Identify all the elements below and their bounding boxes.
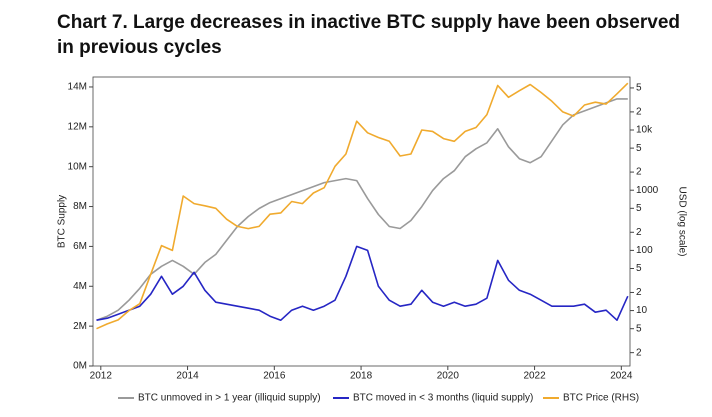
y-tick-label: 0M xyxy=(73,361,87,372)
x-tick-label: 2024 xyxy=(610,371,633,382)
y-tick-label: 12M xyxy=(68,121,87,132)
y2-tick-label: 100 xyxy=(636,245,653,256)
chart-title: Chart 7. Large decreases in inactive BTC… xyxy=(57,12,681,58)
y-tick-label: 14M xyxy=(68,82,87,93)
y2-tick-label: 1000 xyxy=(636,185,659,196)
x-tick-label: 2014 xyxy=(176,371,199,382)
y-tick-label: 10M xyxy=(68,161,87,172)
y2-tick-label: 2 xyxy=(636,167,642,178)
x-tick-label: 2012 xyxy=(90,371,113,382)
x-tick-label: 2016 xyxy=(263,371,286,382)
y2-tick-label: 10k xyxy=(636,125,653,136)
y2-tick-label: 2 xyxy=(636,107,642,118)
series-line xyxy=(96,82,629,330)
y2-tick-label: 10 xyxy=(636,305,648,316)
y-tick-label: 4M xyxy=(73,281,87,292)
y-axis-label: BTC Supply xyxy=(57,195,68,248)
legend-label: BTC moved in < 3 months (liquid supply) xyxy=(353,393,533,404)
y-tick-label: 8M xyxy=(73,201,87,212)
y2-tick-label: 2 xyxy=(636,347,642,358)
legend-label: BTC Price (RHS) xyxy=(563,393,639,404)
y2-tick-label: 5 xyxy=(636,203,642,214)
y2-tick-label: 5 xyxy=(636,83,642,94)
y2-tick-label: 5 xyxy=(636,263,642,274)
legend-label: BTC unmoved in > 1 year (illiquid supply… xyxy=(138,393,321,404)
y-tick-label: 2M xyxy=(73,321,87,332)
series-line xyxy=(96,98,628,321)
y2-tick-label: 2 xyxy=(636,227,642,238)
y2-tick-label: 5 xyxy=(636,323,642,334)
x-tick-label: 2018 xyxy=(350,371,373,382)
y-tick-label: 6M xyxy=(73,241,87,252)
x-tick-label: 2020 xyxy=(437,371,460,382)
plot-frame xyxy=(92,76,631,367)
x-tick-label: 2022 xyxy=(523,371,546,382)
series-line xyxy=(96,245,629,321)
y2-tick-label: 5 xyxy=(636,143,642,154)
y2-axis-label: USD (log scale) xyxy=(676,186,687,256)
y2-tick-label: 2 xyxy=(636,287,642,298)
